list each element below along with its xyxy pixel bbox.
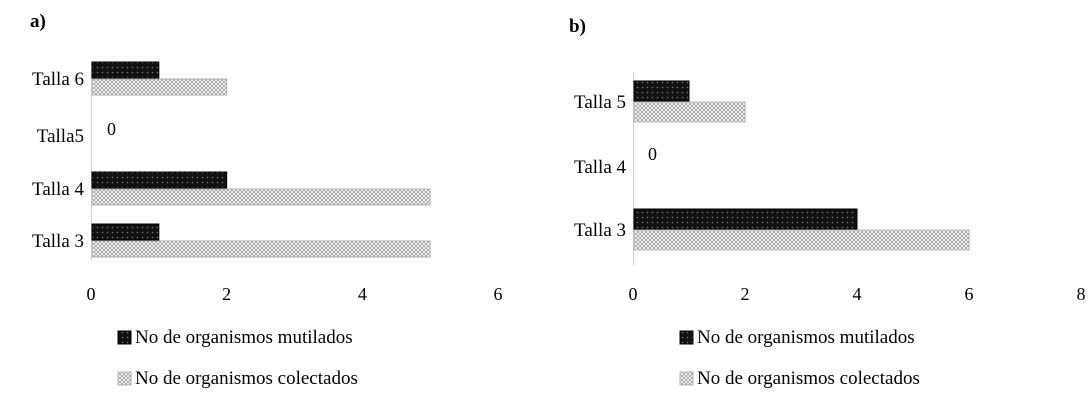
- category-label: Talla5: [37, 126, 84, 147]
- bar-mutilados: [633, 208, 858, 230]
- x-tick-label: 4: [853, 284, 862, 304]
- x-tick-label: 2: [741, 284, 750, 304]
- category-label: Talla 4: [32, 179, 84, 200]
- data-label-zero: 0: [107, 119, 116, 139]
- category-label: Talla 6: [32, 69, 84, 90]
- bar-colectados: [91, 240, 431, 258]
- category-label: Talla 3: [574, 220, 626, 241]
- x-tick-label: 0: [87, 284, 96, 304]
- bar-colectados: [633, 101, 746, 123]
- x-tick-label: 4: [358, 284, 367, 304]
- chart-panel-a: a) Talla 6 Talla5 0 Talla 4 Talla 3 0 2 4 6 No de …: [30, 11, 503, 389]
- data-label-zero: 0: [648, 144, 657, 164]
- bar-mutilados: [91, 61, 160, 79]
- bar-colectados: [91, 188, 431, 206]
- bar-colectados: [633, 229, 970, 251]
- x-tick-label: 2: [222, 284, 231, 304]
- category-label: Talla 4: [574, 157, 626, 178]
- legend-label: No de organismos colectados: [135, 368, 358, 389]
- bar-mutilados: [633, 80, 690, 102]
- legend-label: No de organismos mutilados: [135, 327, 353, 348]
- chart-panel-b: b) Talla 5 Talla 4 0 Talla 3 0 2 4 6 8 No de organ…: [569, 16, 1086, 389]
- legend-swatch-mutilados: [117, 330, 132, 345]
- bar-mutilados: [91, 171, 228, 189]
- x-tick-label: 8: [1077, 284, 1086, 304]
- legend-label: No de organismos colectados: [697, 368, 920, 389]
- bar-colectados: [91, 78, 228, 96]
- x-tick-label: 6: [494, 284, 503, 304]
- legend-swatch-mutilados: [679, 330, 694, 345]
- panel-label: b): [569, 16, 586, 37]
- category-label: Talla 5: [574, 92, 626, 113]
- legend-swatch-colectados: [679, 371, 694, 386]
- bar-mutilados: [91, 223, 160, 241]
- panel-label: a): [30, 11, 46, 32]
- x-tick-label: 6: [965, 284, 974, 304]
- legend-label: No de organismos mutilados: [697, 327, 915, 348]
- x-tick-label: 0: [629, 284, 638, 304]
- legend-swatch-colectados: [117, 371, 132, 386]
- category-label: Talla 3: [32, 231, 84, 252]
